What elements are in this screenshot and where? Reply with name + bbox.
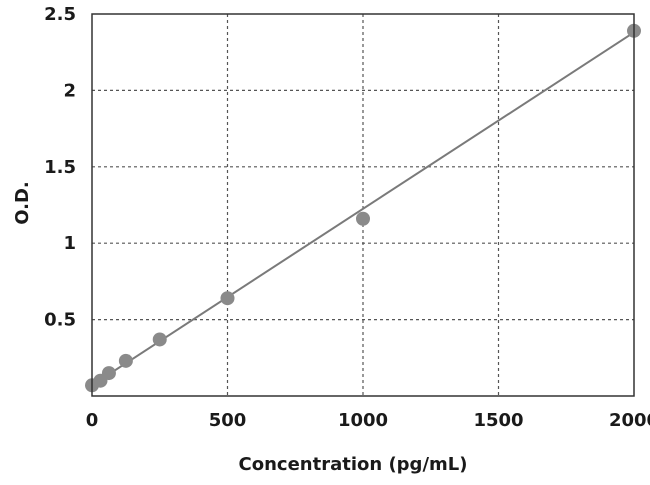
data-point (152, 332, 167, 347)
y-tick-label: 0.5 (44, 310, 76, 331)
y-tick-labels: 0.5 1 1.5 2 2.5 (44, 4, 76, 331)
y-tick-label: 1.5 (44, 157, 76, 178)
data-point (118, 353, 133, 368)
plot-frame (91, 13, 635, 397)
grid-lines (92, 14, 634, 396)
data-points (85, 23, 641, 393)
x-tick-label: 1000 (338, 410, 388, 431)
x-tick-label: 500 (209, 410, 247, 431)
x-tick-label: 0 (86, 410, 99, 431)
fit-line-group (91, 31, 635, 387)
fit-line (91, 31, 635, 387)
data-point (220, 291, 235, 306)
y-tick-label: 1 (63, 233, 76, 254)
x-tick-label: 1500 (473, 410, 523, 431)
y-axis-title: O.D. (12, 181, 33, 225)
data-point (101, 366, 116, 381)
x-axis-title: Concentration (pg/mL) (239, 454, 468, 475)
y-tick-label: 2 (63, 80, 76, 101)
y-tick-label: 2.5 (44, 4, 76, 25)
data-point (356, 211, 370, 226)
